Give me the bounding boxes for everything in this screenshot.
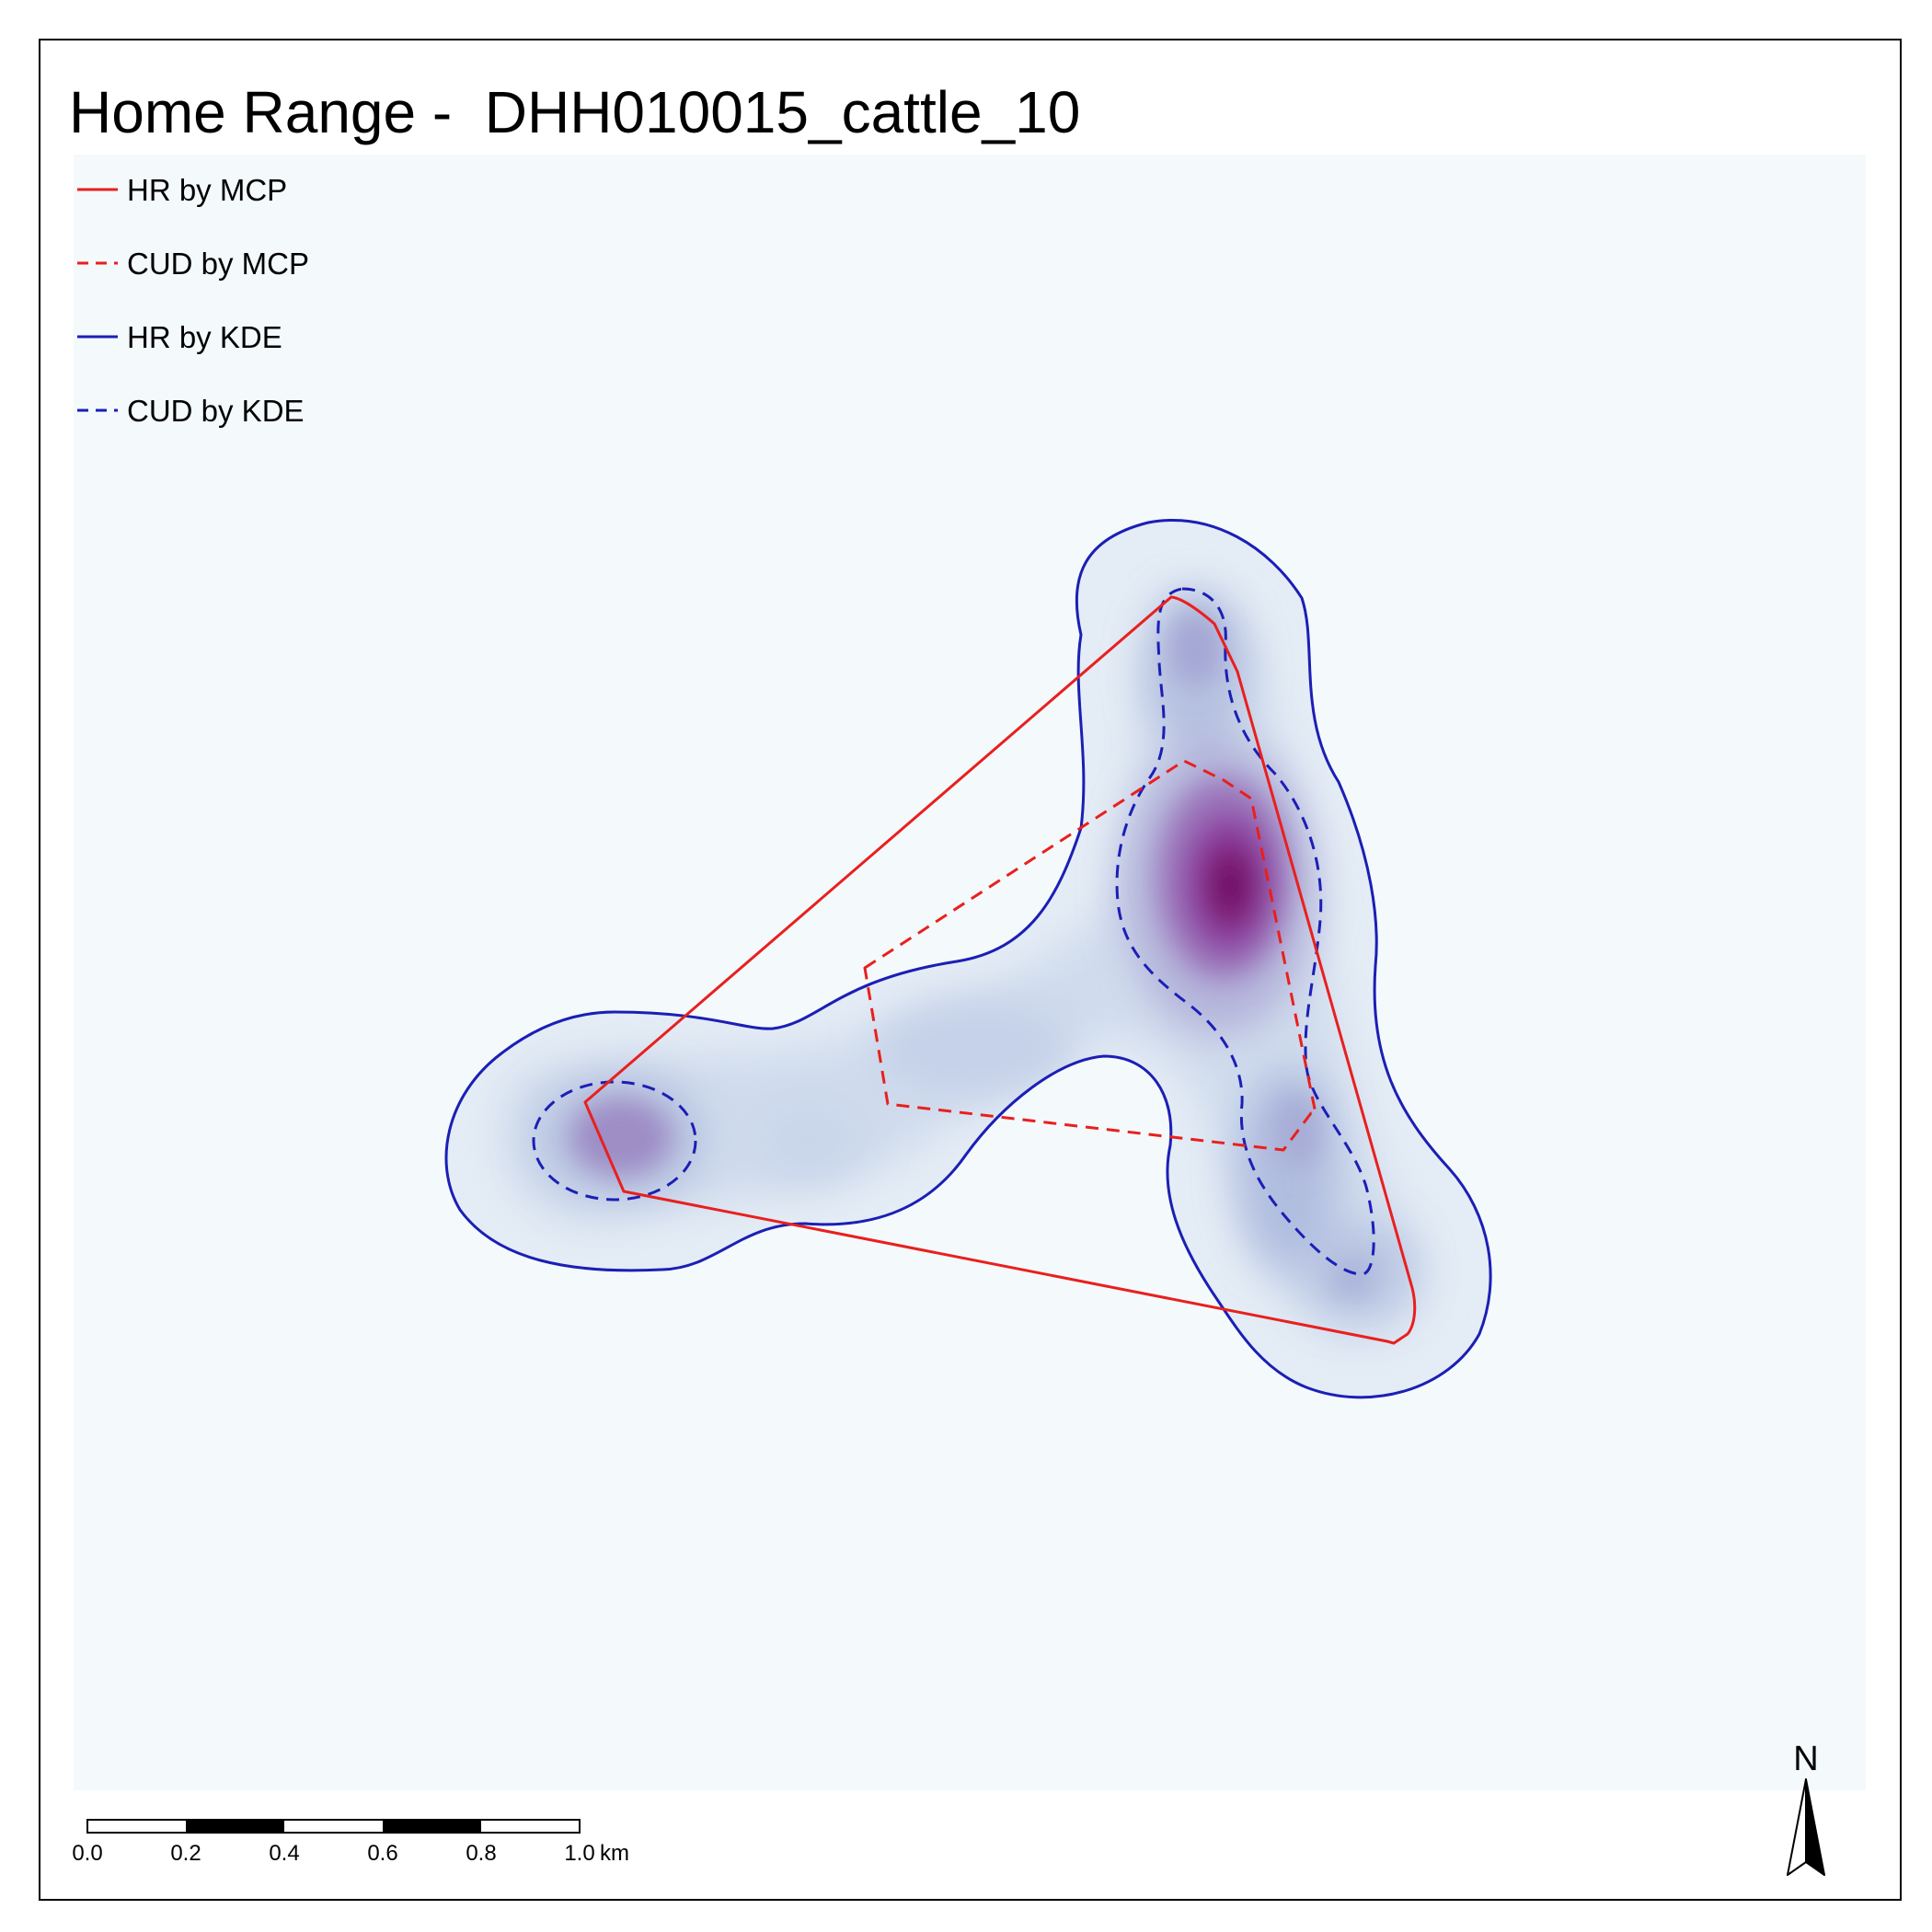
hr-mcp-polygon <box>583 595 1417 1345</box>
scale-tick-label: 0.2 <box>170 1841 201 1866</box>
scale-bar: 0.0 0.2 0.4 0.6 0.8 1.0 km <box>64 1812 690 1868</box>
scale-unit: km <box>600 1841 629 1866</box>
map-title: Home Range - DHH010015_cattle_10 <box>69 79 1081 145</box>
scale-tick-label: 0.0 <box>72 1841 103 1866</box>
legend-label: HR by KDE <box>127 320 282 354</box>
legend-swatch-dashed-blue <box>77 408 118 412</box>
kde-density-surface <box>446 520 1491 1397</box>
cud-kde-east-core <box>1115 587 1375 1276</box>
legend-label: HR by MCP <box>127 173 288 207</box>
legend-label: CUD by MCP <box>127 247 310 281</box>
legend-swatch-solid-red <box>77 188 118 191</box>
scale-bar-graphic <box>86 1819 581 1834</box>
cud-kde-west-core <box>532 1080 697 1202</box>
hr-kde-boundary <box>444 519 1492 1399</box>
scale-tick-label: 1.0 <box>564 1841 595 1866</box>
legend-swatch-solid-blue <box>77 335 118 339</box>
north-arrow-icon <box>1787 1778 1825 1876</box>
scale-tick-label: 0.6 <box>367 1841 398 1866</box>
scale-tick-label: 0.8 <box>466 1841 497 1866</box>
legend-swatch-dashed-red <box>77 261 118 265</box>
north-arrow: N <box>1783 1741 1829 1879</box>
legend-label: CUD by KDE <box>127 394 305 428</box>
north-label: N <box>1793 1740 1819 1778</box>
cud-kde-boundary <box>532 587 1375 1276</box>
scale-tick-label: 0.4 <box>269 1841 300 1866</box>
